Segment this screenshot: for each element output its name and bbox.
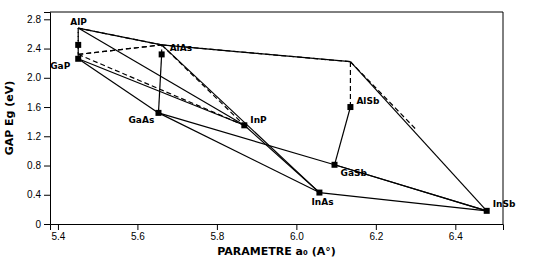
annotation: InAs [311, 197, 333, 207]
tick-mark [455, 224, 456, 230]
line-segment [162, 45, 320, 193]
tick-label: 2.0 [27, 72, 41, 83]
line-segment [78, 45, 161, 55]
tick-label: 2.4 [27, 43, 41, 54]
tick-mark [44, 107, 50, 108]
y-axis: 0 0.4 0.8 1.2 1.6 2.0 2.4 2.8 [27, 13, 50, 230]
line-segment [335, 165, 487, 211]
tick-mark [58, 224, 59, 230]
axis-line [44, 13, 51, 225]
point [316, 190, 322, 196]
frame [50, 12, 503, 13]
tick-mark [44, 166, 50, 167]
line-segment [335, 107, 351, 165]
tick: 6.4 [449, 224, 463, 242]
tick-mark [137, 224, 138, 230]
line-segment [162, 45, 245, 125]
line-segment [350, 62, 486, 211]
chart-svg: 5.4 5.6 5.8 6.0 6.2 6.4 0 0.4 0.8 1.2 1.6 2.0 2.4 2.8… [0, 0, 535, 260]
line-segment [335, 165, 487, 211]
tick: 6.2 [369, 224, 383, 242]
annotations: AlP GaP AlAs GaAs InP AlSb InAs GaSb InSb [50, 17, 516, 210]
annotation: AlP [70, 17, 87, 27]
x-axis: 5.4 5.6 5.8 6.0 6.2 6.4 [51, 224, 504, 242]
annotation: GaSb [341, 168, 368, 178]
point [75, 42, 81, 48]
tick-label: 5.6 [131, 231, 145, 242]
tick: 0.4 [27, 189, 50, 200]
annotation: AlAs [170, 43, 192, 53]
annotation: AlSb [356, 96, 380, 106]
point [159, 51, 165, 57]
annotation: GaAs [128, 115, 154, 125]
tick: 5.8 [210, 224, 224, 242]
tick-mark [296, 224, 297, 230]
tick-label: 0 [35, 219, 41, 230]
axis-line [51, 225, 504, 231]
tick: 5.6 [131, 224, 145, 242]
plot-area: 5.4 5.6 5.8 6.0 6.2 6.4 0 0.4 0.8 1.2 1.6 2.0 2.4 2.8… [27, 12, 516, 242]
line-segment [78, 28, 161, 45]
tick: 2.8 [27, 14, 50, 25]
annotation: GaP [50, 61, 70, 71]
tick-label: 1.2 [27, 131, 41, 142]
line-segment [78, 28, 161, 45]
line-segment [350, 62, 351, 107]
annotation: InP [250, 115, 267, 125]
tick-mark [44, 136, 50, 137]
line-segment [319, 193, 486, 211]
x-axis-title: PARAMETRE a₀ (A°) [217, 245, 335, 258]
tick-mark [44, 224, 50, 225]
y-axis-title: GAP Eg (eV) [3, 81, 16, 156]
point [484, 208, 490, 214]
tick-label: 5.8 [210, 231, 224, 242]
tick: 2.4 [27, 43, 50, 54]
line-segment [158, 54, 161, 112]
tick: 2.0 [27, 72, 50, 83]
tick-mark [376, 224, 377, 230]
tick: 0 [35, 219, 50, 230]
annotation: InSb [493, 199, 516, 209]
tick: 5.4 [51, 224, 65, 242]
marks [75, 28, 489, 214]
tick-mark [44, 49, 50, 50]
line-segment [78, 45, 161, 55]
tick-mark [44, 78, 50, 79]
tick-label: 5.4 [51, 231, 65, 242]
tick-label: 1.6 [27, 102, 41, 113]
chart-container: 5.4 5.6 5.8 6.0 6.2 6.4 0 0.4 0.8 1.2 1.6 2.0 2.4 2.8… [0, 0, 535, 260]
tick-mark [44, 19, 50, 20]
tick-label: 2.8 [27, 14, 41, 25]
line-segment [78, 54, 244, 125]
tick-label: 6.0 [290, 231, 304, 242]
tick-label: 6.2 [369, 231, 383, 242]
point [155, 110, 161, 116]
line-segment [78, 28, 244, 125]
tick: 6.0 [290, 224, 304, 242]
frame [503, 12, 504, 224]
tick-mark [217, 224, 218, 230]
tick-label: 0.4 [27, 189, 41, 200]
tick: 1.2 [27, 131, 50, 142]
tick: 0.8 [27, 160, 50, 171]
tick-label: 6.4 [449, 231, 463, 242]
point [241, 122, 247, 128]
line-segment [78, 28, 79, 54]
line-segment [158, 113, 319, 193]
tick-mark [44, 195, 50, 196]
tick-label: 0.8 [27, 160, 41, 171]
point [75, 56, 81, 62]
point [332, 162, 338, 168]
tick: 1.6 [27, 102, 50, 113]
point [347, 104, 353, 110]
line-segment [350, 62, 415, 129]
